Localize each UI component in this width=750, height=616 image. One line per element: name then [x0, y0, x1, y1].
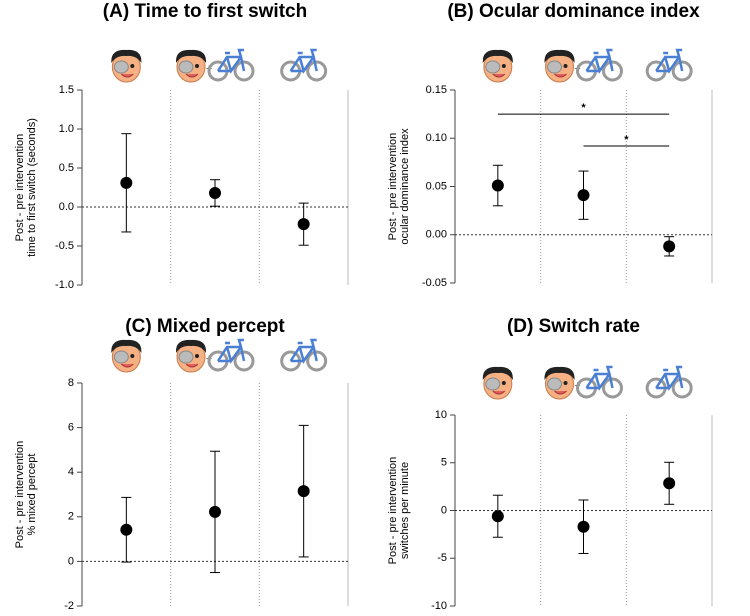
bike-icon [645, 48, 693, 82]
data-point [663, 240, 676, 253]
y-tick-label: 0 [441, 504, 447, 516]
y-tick-label: -2 [64, 600, 74, 611]
y-tick-label: 6 [68, 422, 74, 434]
y-axis-label: % mixed percept [26, 454, 38, 536]
face-icon [110, 49, 142, 83]
data-point [120, 523, 133, 536]
y-axis-label: Post - pre intervention [14, 441, 26, 549]
face-icon [175, 339, 207, 373]
bike-icon [576, 48, 623, 82]
face-icon [110, 339, 142, 373]
y-tick-label: -5 [437, 552, 447, 564]
y-tick-label: 1.5 [59, 84, 74, 96]
y-tick-label: 1.0 [59, 123, 74, 135]
bike-icon [645, 365, 693, 399]
panel-title: (B) Ocular dominance index [447, 1, 700, 22]
bike-icon [207, 48, 255, 82]
y-tick-label: -1.0 [55, 279, 74, 291]
y-tick-label: 0 [68, 555, 74, 567]
face-icon [482, 366, 514, 400]
panel-title: (C) Mixed percept [125, 316, 285, 337]
y-tick-label: 0.15 [426, 84, 447, 96]
y-axis-label: time to first switch (seconds) [26, 118, 38, 257]
data-point [577, 520, 590, 533]
data-point [491, 510, 504, 523]
panel-title: (D) Switch rate [507, 316, 640, 337]
data-point [120, 176, 133, 189]
y-axis-label: Post - pre intervention [387, 133, 399, 241]
y-tick-label: 2 [68, 511, 74, 523]
y-tick-label: -10 [431, 600, 447, 611]
data-point [297, 218, 310, 231]
bike-icon [207, 338, 255, 372]
face-icon [482, 49, 514, 83]
bike-icon [280, 48, 328, 82]
y-tick-label: 0.00 [426, 229, 447, 241]
bike-icon [576, 365, 623, 399]
y-tick-label: -0.05 [422, 277, 447, 289]
y-tick-label: 8 [68, 377, 74, 389]
y-axis-label: Post - pre intervention [14, 134, 26, 242]
data-point [209, 186, 221, 199]
face-icon [175, 49, 207, 83]
y-tick-label: 0.5 [59, 162, 74, 174]
data-point [297, 485, 310, 498]
y-tick-label: 5 [441, 457, 447, 469]
y-tick-label: 0.05 [426, 180, 447, 192]
y-tick-label: -0.5 [55, 240, 74, 252]
significance-star: * [581, 102, 586, 114]
significance-star: * [624, 134, 629, 146]
face-icon [543, 366, 576, 400]
y-tick-label: 10 [435, 409, 447, 421]
data-point [577, 189, 590, 202]
y-axis-label: Post - pre intervention [387, 457, 399, 565]
data-point [491, 179, 504, 192]
y-axis-label: switches per minute [399, 462, 411, 559]
panel-title: (A) Time to first switch [103, 1, 307, 22]
data-point [209, 505, 221, 518]
y-tick-label: 0.10 [426, 132, 447, 144]
bike-icon [280, 338, 328, 372]
face-icon [543, 49, 576, 83]
y-axis-label: ocular dominance index [399, 128, 411, 245]
data-point [663, 477, 676, 490]
y-tick-label: 4 [68, 466, 74, 478]
y-tick-label: 0.0 [59, 201, 74, 213]
